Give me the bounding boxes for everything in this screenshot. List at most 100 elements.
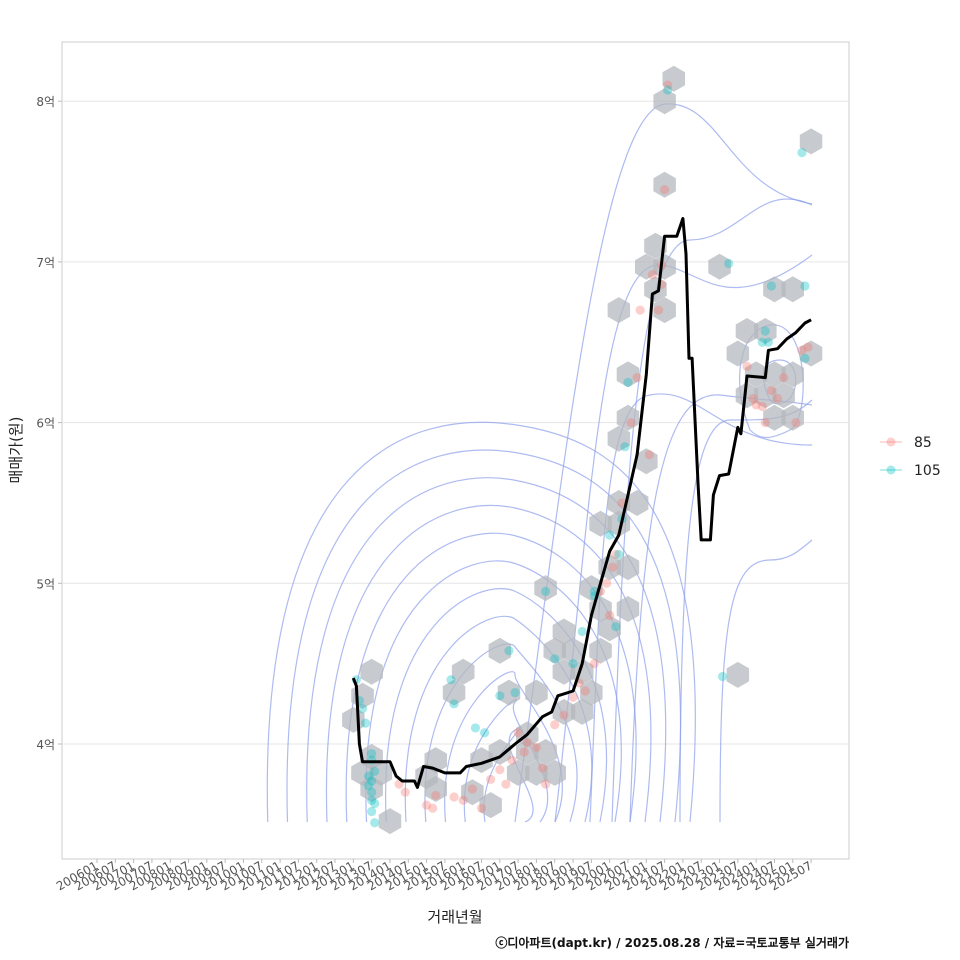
contour-line — [365, 560, 622, 823]
hexbin — [598, 615, 621, 642]
point-105 — [367, 776, 377, 786]
point-105 — [614, 549, 624, 559]
point-85 — [495, 765, 505, 775]
point-85 — [540, 779, 551, 789]
point-85 — [608, 562, 618, 572]
contour-line — [266, 421, 696, 823]
contour-line — [306, 477, 667, 823]
legend-label-85: 85 — [914, 435, 932, 451]
point-85 — [742, 361, 752, 371]
y-axis-title: 매매가(원) — [7, 417, 25, 484]
point-85 — [550, 720, 560, 730]
point-105 — [763, 337, 773, 347]
hexbin — [516, 739, 539, 765]
point-85 — [766, 385, 777, 396]
hexbin — [534, 575, 557, 602]
point-85 — [458, 795, 468, 805]
contour-line — [345, 532, 637, 823]
hexbin — [607, 425, 631, 452]
hexbin — [781, 276, 804, 303]
contour-line — [384, 588, 608, 823]
point-85 — [568, 692, 578, 702]
hexbin — [625, 490, 649, 516]
point-105 — [370, 818, 380, 828]
point-105 — [367, 787, 377, 797]
point-105 — [797, 148, 807, 158]
point-85 — [647, 270, 658, 280]
hexbin — [763, 361, 786, 388]
hexbin — [781, 404, 804, 431]
point-105 — [568, 659, 578, 669]
hexbin — [763, 404, 786, 431]
point-85 — [791, 418, 801, 428]
point-85 — [797, 345, 807, 355]
point-105 — [360, 718, 371, 728]
hexbin — [799, 128, 823, 155]
hexbin — [735, 318, 759, 344]
hexbin — [726, 340, 750, 367]
caption: ⓒ디아파트(dapt.kr) / 2025.08.28 / 자료=국토교통부 실… — [495, 935, 849, 950]
point-85 — [400, 787, 410, 797]
point-85 — [589, 659, 600, 669]
hexbin — [461, 779, 484, 806]
contour-line — [514, 103, 813, 823]
point-85 — [803, 342, 813, 352]
point-85 — [428, 803, 438, 813]
point-85 — [757, 401, 767, 412]
hexbin — [744, 361, 768, 388]
hexbin — [635, 448, 658, 475]
hexbin — [479, 792, 502, 819]
hexbin — [525, 679, 548, 706]
point-105 — [504, 646, 514, 656]
hexbin-layer — [342, 65, 823, 835]
hexbin — [653, 297, 676, 324]
point-105 — [357, 704, 368, 714]
point-105 — [363, 771, 374, 781]
hexbin — [607, 297, 631, 324]
point-105 — [367, 755, 377, 765]
point-85 — [779, 373, 789, 383]
legend-dot-105 — [886, 465, 896, 475]
x-axis-title: 거래년월 — [427, 908, 482, 926]
point-105 — [663, 85, 673, 95]
point-85 — [522, 737, 532, 747]
legend-item-85[interactable]: 85 — [880, 435, 932, 451]
point-85 — [421, 800, 432, 810]
legend-item-105[interactable]: 105 — [880, 463, 941, 479]
contour-line — [444, 671, 563, 823]
hexbin — [708, 253, 731, 280]
contour-line — [483, 726, 534, 823]
point-105 — [605, 530, 615, 540]
point-85 — [644, 450, 654, 460]
point-85 — [653, 305, 664, 315]
hexbin — [552, 658, 576, 685]
y-tick-label: 5억 — [36, 577, 55, 591]
point-85 — [748, 393, 758, 404]
point-105 — [717, 671, 728, 682]
point-105 — [550, 654, 560, 664]
hexbin — [662, 65, 685, 92]
point-85 — [611, 549, 621, 559]
point-105 — [370, 766, 380, 776]
hexbin — [497, 679, 521, 706]
hexbin — [442, 679, 466, 706]
hexbin — [543, 759, 566, 786]
point-85 — [501, 779, 511, 789]
legend-dot-85 — [886, 437, 896, 447]
hexbin — [735, 382, 759, 409]
point-85 — [449, 792, 459, 802]
point-85 — [751, 400, 761, 410]
hexbin — [616, 554, 640, 581]
hexbin — [360, 658, 383, 685]
hexbin — [799, 340, 823, 367]
hexbin — [580, 679, 603, 706]
hexbin — [644, 232, 667, 259]
point-105 — [370, 798, 380, 809]
point-105 — [367, 806, 377, 817]
point-105 — [577, 626, 587, 637]
hexbin — [451, 658, 475, 685]
hexbin — [470, 747, 493, 774]
point-105 — [510, 687, 520, 698]
y-tick-label: 4억 — [36, 738, 55, 752]
legend: 85 105 — [880, 435, 941, 479]
